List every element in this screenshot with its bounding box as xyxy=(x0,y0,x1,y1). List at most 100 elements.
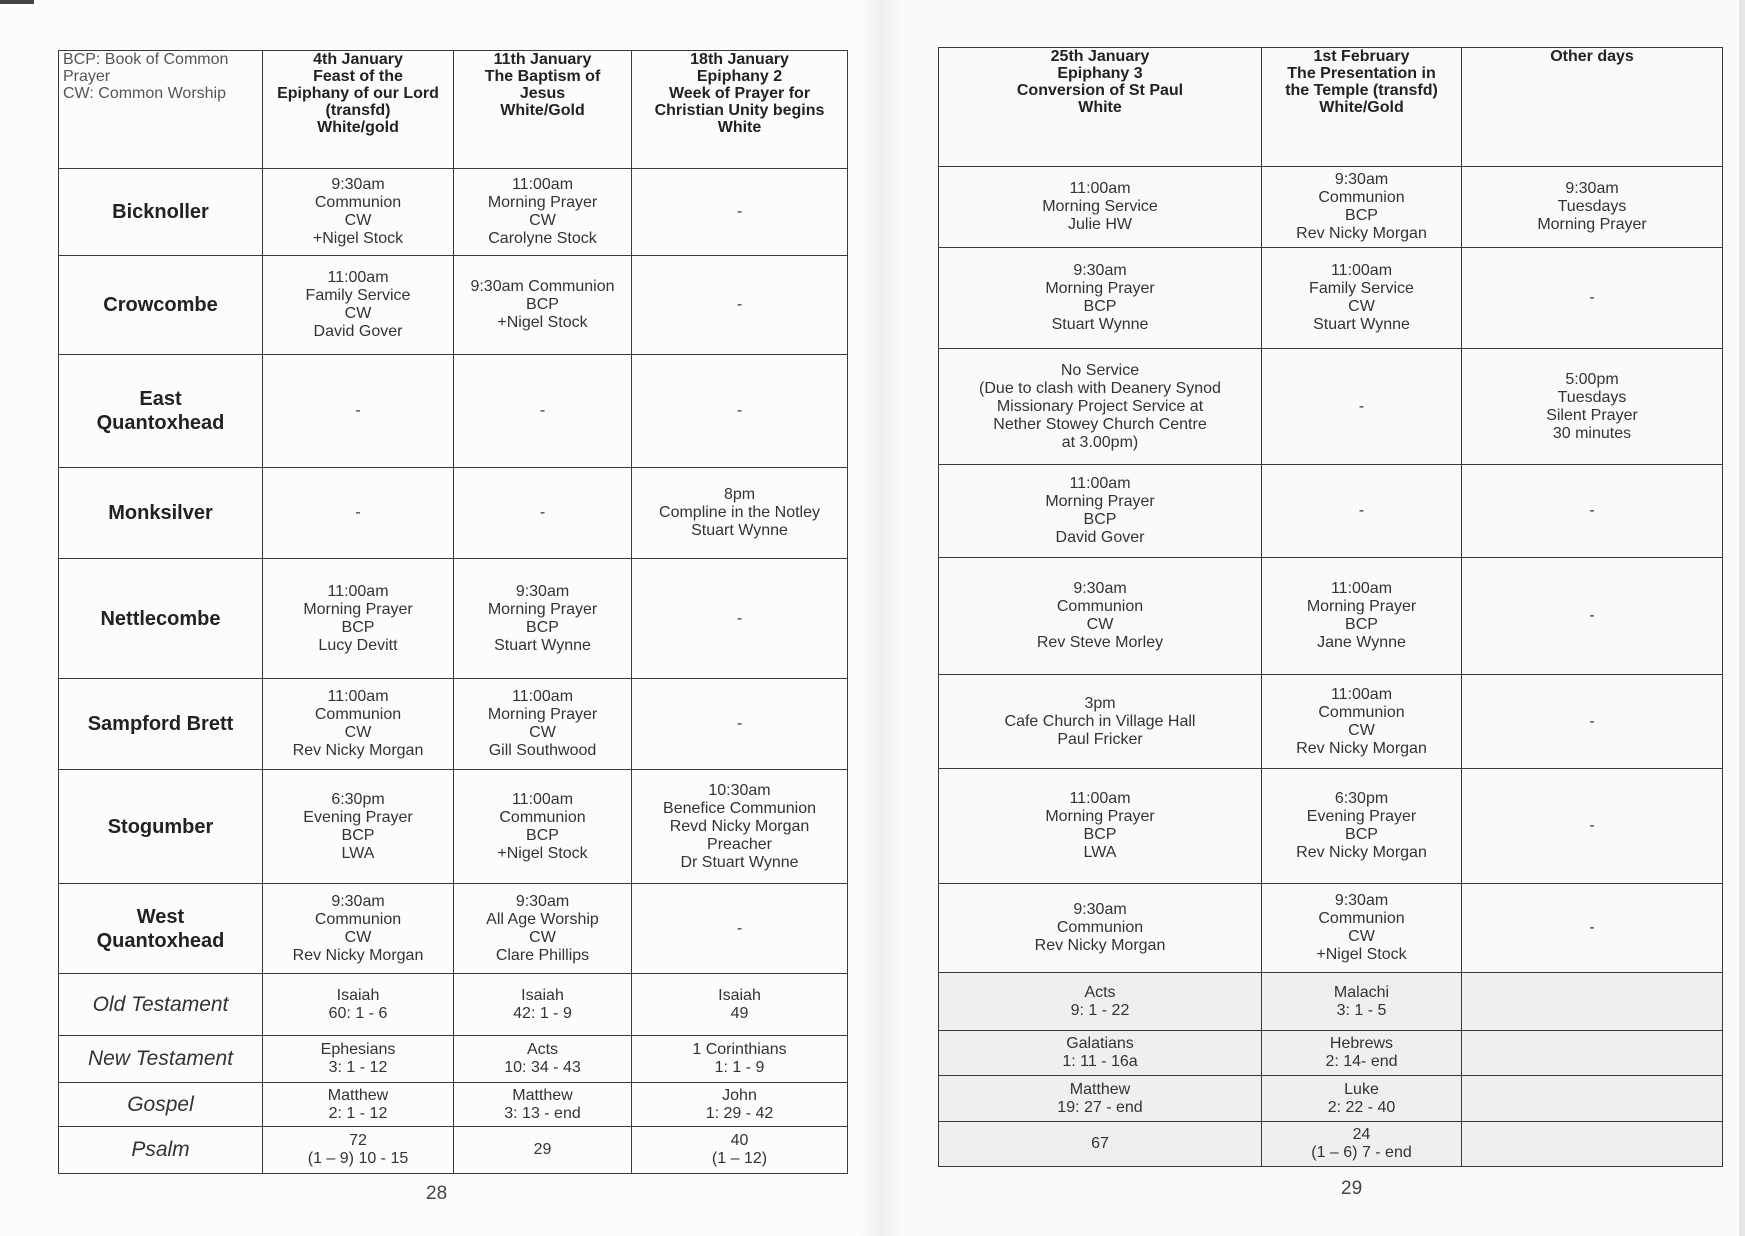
reading-cell: 67 xyxy=(938,1121,1262,1167)
cell-line: 2: 14- end xyxy=(1325,1053,1398,1070)
cell-line: East xyxy=(139,388,182,410)
cell-line: 9:30am xyxy=(331,176,385,193)
cell-line: The Presentation in xyxy=(1287,65,1436,82)
cell-line: 11:00am xyxy=(511,176,574,193)
cell-line: 9:30am xyxy=(1073,901,1127,918)
cell-line: Family Service xyxy=(1309,280,1414,297)
cell-line: CW xyxy=(1348,928,1375,945)
cell-line: 9:30am xyxy=(515,892,570,910)
service-cell: 6:30pm Evening Prayer BCP LWA xyxy=(262,769,454,884)
church-row: 11:00am Morning Service Julie HW 9:30am Comm… xyxy=(938,166,1723,248)
service-cell: 10:30am Benefice Communion Revd Nicky Morg… xyxy=(631,769,848,884)
cell-line: 18th January xyxy=(690,51,789,68)
cell-line: 25th January xyxy=(1050,48,1150,65)
cell-line: 9:30am xyxy=(1565,180,1619,197)
church-row: 11:00am Morning Prayer BCP David Gover - - xyxy=(938,464,1723,558)
cell-line: 11:00am xyxy=(1330,685,1393,703)
cell-line: Evening Prayer xyxy=(303,808,413,826)
cell-line: Isaiah xyxy=(718,986,761,1004)
cell-line: 42: 1 - 9 xyxy=(513,1004,572,1022)
cell-line: 30 minutes xyxy=(1552,424,1632,442)
cell-line: 9:30am xyxy=(1334,892,1389,909)
cell-line: - xyxy=(539,402,546,419)
cell-line: - xyxy=(736,402,743,419)
church-name: West Quantoxhead xyxy=(58,883,263,974)
cell-line: Epiphany of our Lord xyxy=(277,85,439,102)
reading-row: Matthew 19: 27 - end Luke 2: 22 - 40 xyxy=(938,1075,1723,1122)
service-cell: 9:30am Tuesdays Morning Prayer xyxy=(1461,166,1723,248)
cell-line: Ephesians xyxy=(320,1041,396,1058)
cell-line: Morning Prayer xyxy=(1306,598,1417,615)
service-cell: - xyxy=(262,467,454,559)
reading-cell: 1 Corinthians 1: 1 - 9 xyxy=(631,1035,848,1083)
service-cell: 9:30am Communion CW +Nigel Stock xyxy=(1261,883,1462,973)
church-row: 3pm Cafe Church in Village Hall Paul Frick… xyxy=(938,674,1723,769)
cell-line: Communion xyxy=(1056,598,1144,615)
date-header: 18th January Epiphany 2 Week of Prayer for… xyxy=(631,50,848,169)
cell-line: Psalm xyxy=(131,1138,190,1161)
cell-line: Revd Nicky Morgan xyxy=(669,817,810,835)
cell-line: 40 xyxy=(730,1132,749,1149)
cell-line: Prayer xyxy=(63,68,111,85)
service-cell: - xyxy=(1461,557,1723,675)
header-row: BCP: Book of Common Prayer CW: Common Wors… xyxy=(58,50,848,169)
cell-line: Christian Unity begins xyxy=(654,102,825,119)
date-header: 11th January The Baptism of Jesus White/Gol… xyxy=(453,50,632,169)
service-cell: 11:00am Communion BCP +Nigel Stock xyxy=(453,769,632,884)
cell-line: - xyxy=(736,296,743,313)
cell-line: (1 – 9) 10 - 15 xyxy=(307,1150,409,1167)
cell-line: Other days xyxy=(1550,48,1634,65)
cell-line: Morning Prayer xyxy=(1537,216,1647,233)
cell-line: David Gover xyxy=(313,323,403,340)
cell-line: Communion xyxy=(1318,703,1405,721)
service-cell: 11:00am Morning Service Julie HW xyxy=(938,166,1262,248)
page-fold xyxy=(860,0,900,1236)
cell-line: Lucy Devitt xyxy=(318,636,398,654)
cell-line: Clare Phillips xyxy=(495,946,590,964)
cell-line: - xyxy=(736,919,743,937)
reading-cell: Malachi 3: 1 - 5 xyxy=(1261,972,1462,1031)
cell-line: Matthew xyxy=(1069,1080,1131,1098)
date-header: 25th January Epiphany 3 Conversion of St P… xyxy=(938,47,1262,167)
service-cell: 5:00pm Tuesdays Silent Prayer 30 minutes xyxy=(1461,348,1723,465)
reading-cell: Luke 2: 22 - 40 xyxy=(1261,1075,1462,1122)
cell-line: +Nigel Stock xyxy=(497,314,588,331)
cell-line: New Testament xyxy=(87,1047,234,1070)
cell-line: Morning Prayer xyxy=(487,600,598,618)
cell-line: Crowcombe xyxy=(103,294,218,316)
church-row: Bicknoller 9:30am Communion CW +Nigel Stock 1… xyxy=(58,168,848,256)
service-cell: 11:00am Morning Prayer BCP David Gover xyxy=(938,464,1262,558)
cell-line: Morning Prayer xyxy=(1045,493,1155,510)
cell-line: Old Testament xyxy=(92,992,229,1016)
cell-line: 19: 27 - end xyxy=(1057,1098,1143,1116)
cell-line: 11:00am xyxy=(327,582,389,600)
reading-cell: Isaiah 42: 1 - 9 xyxy=(453,973,632,1036)
cell-line: - xyxy=(355,402,361,419)
cell-line: White/Gold xyxy=(1319,99,1404,116)
cell-line: - xyxy=(1589,817,1595,834)
cell-line: Stuart Wynne xyxy=(494,636,591,654)
cell-line: 1 Corinthians xyxy=(692,1041,787,1058)
cell-line: Morning Prayer xyxy=(1045,808,1155,825)
cell-line: Paul Fricker xyxy=(1057,730,1143,748)
church-row: 11:00am Morning Prayer BCP LWA 6:30pm Evening… xyxy=(938,768,1723,884)
service-cell: - xyxy=(631,255,848,355)
reading-cell: 40 (1 – 12) xyxy=(631,1126,848,1174)
service-cell: - xyxy=(1261,348,1462,465)
church-row: 9:30am Communion CW Rev Steve Morley 11:00am… xyxy=(938,557,1723,675)
cell-line: 3pm xyxy=(1084,694,1116,712)
cell-line: Benefice Communion xyxy=(663,799,816,817)
service-cell: No Service (Due to clash with Deanery Syn… xyxy=(938,348,1262,465)
reading-cell: Matthew 2: 1 - 12 xyxy=(262,1082,454,1127)
cell-line: Sampford Brett xyxy=(87,713,234,735)
service-cell: - xyxy=(1461,674,1723,769)
cell-line: - xyxy=(1589,607,1595,624)
service-cell: 8pm Compline in the Notley Stuart Wynne xyxy=(631,467,848,559)
reading-cell: Hebrews 2: 14- end xyxy=(1261,1030,1462,1076)
reading-cell: John 1: 29 - 42 xyxy=(631,1082,848,1127)
cell-line: 5:00pm xyxy=(1565,370,1619,388)
service-cell: - xyxy=(262,354,454,468)
cell-line: 3: 1 - 12 xyxy=(328,1059,388,1076)
cell-line: 9:30am xyxy=(515,582,570,600)
church-row: 9:30am Morning Prayer BCP Stuart Wynne 11:00… xyxy=(938,247,1723,349)
